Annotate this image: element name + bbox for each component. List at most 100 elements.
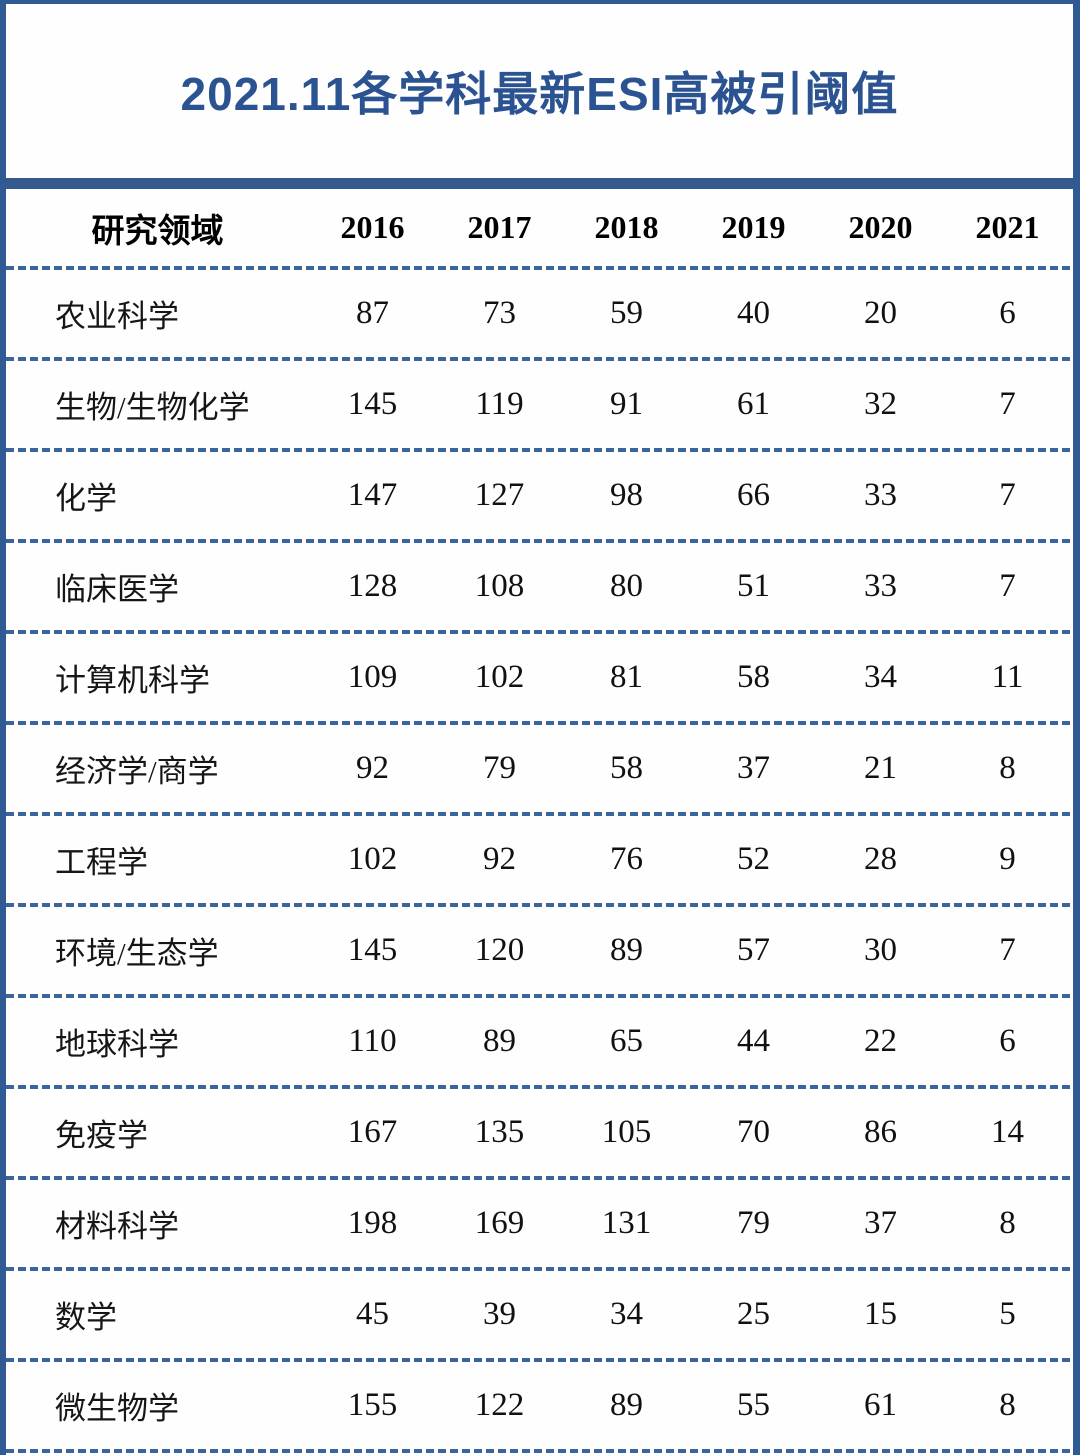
table-row: 材料科学 198 169 131 79 37 8 (6, 1180, 1073, 1267)
table-header-row: 研究领域 2016 2017 2018 2019 2020 2021 (6, 189, 1073, 266)
threshold-value: 40 (737, 295, 770, 331)
threshold-value: 155 (347, 1387, 398, 1423)
research-field-label: 数学 (55, 1300, 117, 1335)
threshold-value: 34 (610, 1296, 643, 1332)
threshold-value: 20 (864, 295, 897, 331)
threshold-value: 145 (347, 386, 398, 422)
table-row: 微生物学 155 122 89 55 61 8 (6, 1362, 1073, 1449)
column-header-year: 2020 (848, 209, 913, 245)
column-header-year: 2019 (721, 209, 786, 245)
threshold-value: 89 (610, 1387, 643, 1423)
threshold-value: 80 (610, 568, 643, 604)
threshold-value: 11 (991, 659, 1024, 695)
threshold-value: 34 (864, 659, 897, 695)
threshold-value: 51 (737, 568, 770, 604)
row-separator-dashed-line (6, 812, 1071, 816)
threshold-value: 108 (474, 568, 525, 604)
threshold-value: 87 (356, 295, 389, 331)
threshold-value: 22 (864, 1023, 897, 1059)
column-header-year: 2017 (467, 209, 532, 245)
threshold-value: 61 (737, 386, 770, 422)
threshold-value: 55 (737, 1387, 770, 1423)
threshold-value: 73 (483, 295, 516, 331)
row-separator-dashed-line (6, 539, 1071, 543)
threshold-value: 89 (610, 932, 643, 968)
esi-threshold-table: 研究领域 2016 2017 2018 2019 2020 2021 农业科学 87 73 59… (6, 189, 1073, 1453)
threshold-value: 21 (864, 750, 897, 786)
threshold-value: 15 (864, 1296, 897, 1332)
threshold-value: 57 (737, 932, 770, 968)
row-separator-dashed-line (6, 1267, 1071, 1271)
column-header-year: 2018 (594, 209, 659, 245)
table-row: 经济学/商学 92 79 58 37 21 8 (6, 725, 1073, 812)
threshold-value: 7 (999, 386, 1016, 422)
threshold-value: 110 (348, 1023, 397, 1059)
threshold-value: 6 (999, 1023, 1016, 1059)
threshold-value: 102 (347, 841, 398, 877)
table-row: 临床医学 128 108 80 51 33 7 (6, 543, 1073, 630)
threshold-value: 5 (999, 1296, 1016, 1332)
page-title: 2021.11各学科最新ESI高被引阈值 (180, 68, 899, 120)
table-row: 数学 45 39 34 25 15 5 (6, 1271, 1073, 1358)
title-section: 2021.11各学科最新ESI高被引阈值 (6, 4, 1073, 189)
row-separator-dashed-line (6, 721, 1071, 725)
threshold-value: 58 (737, 659, 770, 695)
research-field-label: 农业科学 (55, 299, 179, 334)
research-field-label: 经济学/商学 (55, 754, 219, 789)
row-separator-dashed-line (6, 1085, 1071, 1089)
table-row: 农业科学 87 73 59 40 20 6 (6, 270, 1073, 357)
threshold-value: 58 (610, 750, 643, 786)
threshold-value: 37 (864, 1205, 897, 1241)
row-separator-dashed-line (6, 903, 1071, 907)
row-separator-dashed-line (6, 448, 1071, 452)
research-field-label: 临床医学 (55, 572, 179, 607)
research-field-label: 环境/生态学 (55, 936, 219, 971)
research-field-label: 微生物学 (55, 1391, 179, 1426)
threshold-value: 33 (864, 477, 897, 513)
threshold-value: 79 (737, 1205, 770, 1241)
threshold-value: 25 (737, 1296, 770, 1332)
table-row: 地球科学 110 89 65 44 22 6 (6, 998, 1073, 1085)
threshold-value: 128 (347, 568, 398, 604)
threshold-value: 105 (601, 1114, 652, 1150)
threshold-value: 7 (999, 568, 1016, 604)
research-field-label: 免疫学 (55, 1118, 148, 1153)
research-field-label: 工程学 (55, 845, 148, 880)
threshold-value: 9 (999, 841, 1016, 877)
threshold-value: 147 (347, 477, 398, 513)
research-field-label: 地球科学 (55, 1027, 179, 1062)
threshold-value: 28 (864, 841, 897, 877)
threshold-value: 44 (737, 1023, 770, 1059)
threshold-value: 66 (737, 477, 770, 513)
research-field-label: 计算机科学 (55, 663, 210, 698)
threshold-value: 81 (610, 659, 643, 695)
table-row: 工程学 102 92 76 52 28 9 (6, 816, 1073, 903)
threshold-value: 109 (347, 659, 398, 695)
threshold-value: 131 (601, 1205, 652, 1241)
threshold-value: 119 (475, 386, 524, 422)
research-field-label: 生物/生物化学 (55, 390, 250, 425)
threshold-value: 79 (483, 750, 516, 786)
threshold-value: 6 (999, 295, 1016, 331)
threshold-value: 92 (356, 750, 389, 786)
threshold-value: 122 (474, 1387, 525, 1423)
threshold-value: 102 (474, 659, 525, 695)
threshold-value: 76 (610, 841, 643, 877)
threshold-value: 127 (474, 477, 525, 513)
threshold-value: 8 (999, 1205, 1016, 1241)
threshold-value: 86 (864, 1114, 897, 1150)
row-separator-dashed-line (6, 994, 1071, 998)
threshold-value: 61 (864, 1387, 897, 1423)
threshold-value: 30 (864, 932, 897, 968)
threshold-value: 91 (610, 386, 643, 422)
research-field-label: 化学 (55, 481, 117, 516)
row-separator-dashed-line (6, 630, 1071, 634)
table-row: 生物/生物化学 145 119 91 61 32 7 (6, 361, 1073, 448)
threshold-value: 8 (999, 750, 1016, 786)
table-row: 环境/生态学 145 120 89 57 30 7 (6, 907, 1073, 994)
threshold-value: 39 (483, 1296, 516, 1332)
threshold-value: 8 (999, 1387, 1016, 1423)
row-separator-dashed-line (6, 1449, 1071, 1453)
threshold-value: 7 (999, 932, 1016, 968)
